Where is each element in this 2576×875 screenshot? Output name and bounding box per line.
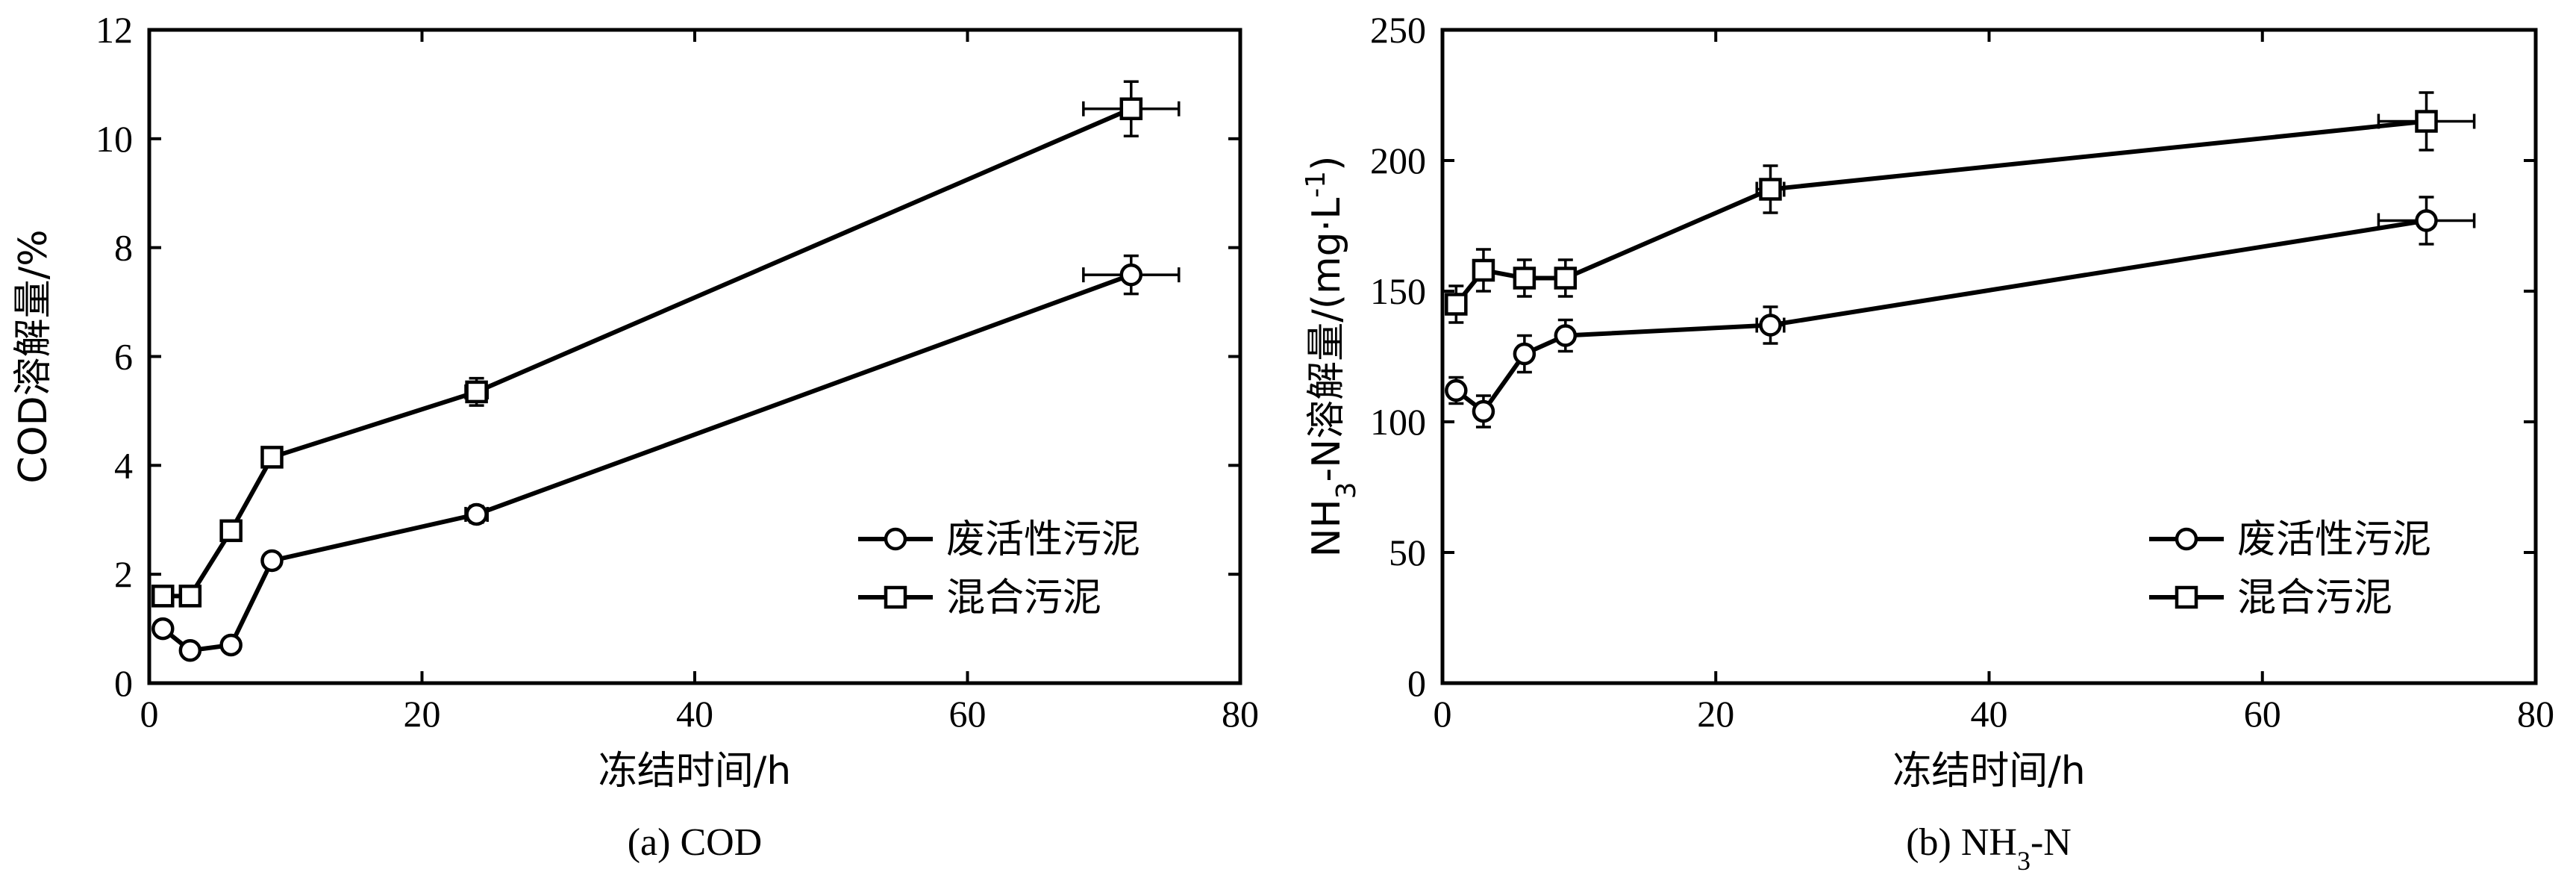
y-axis-title-sup: -1 (1301, 171, 1331, 198)
x-tick-label: 0 (140, 693, 159, 735)
x-tick-label: 40 (676, 693, 713, 735)
x-tick-label: 60 (2244, 693, 2281, 735)
panel-a-cod: 0 20 40 60 80 0 2 4 6 8 10 12 冻结时间/h COD溶解量/% (a) COD 废… (11, 9, 1259, 864)
data-point-square (1759, 178, 1782, 201)
data-point-circle (1445, 379, 1468, 402)
y-axis-title-part: NH (1304, 499, 1349, 557)
y-tick-label: 6 (114, 336, 133, 378)
y-axis-title-part: -N溶解量/(mg·L (1304, 198, 1349, 482)
legend-label: 废活性污泥 (2237, 517, 2431, 562)
legend-label: 混合污泥 (2237, 576, 2392, 620)
series-waste-activated-sludge (1445, 196, 2476, 429)
x-tick-label: 80 (1222, 693, 1259, 735)
data-point-circle (260, 549, 284, 573)
x-axis-title: 冻结时间/h (1892, 749, 2085, 794)
data-point-square (465, 380, 488, 404)
x-tick-label: 40 (1971, 693, 2008, 735)
panel-b-nh3n: 0 20 40 60 80050100150200250冻结时间/hNH3-N溶解量/(… (1301, 9, 2555, 875)
legend-marker-circle (884, 527, 907, 551)
y-axis-title-part: ) (1304, 156, 1349, 171)
data-point-square (178, 585, 202, 608)
y-tick-label: 150 (1370, 270, 1426, 312)
data-point-circle (1554, 324, 1578, 347)
legend-marker-square (2175, 585, 2198, 609)
data-point-circle (1119, 263, 1143, 287)
caption-part: -N (2031, 821, 2072, 864)
data-point-square (219, 519, 243, 543)
x-tick-label: 20 (404, 693, 441, 735)
data-point-square (1554, 267, 1578, 290)
legend-marker-square (884, 585, 907, 609)
y-axis-title: NH3-N溶解量/(mg·L-1) (1301, 156, 1362, 558)
y-tick-label: 0 (1407, 662, 1426, 704)
y-tick-label: 250 (1370, 9, 1426, 51)
y-axis-title: COD溶解量/% (11, 229, 56, 483)
y-tick-label: 8 (114, 227, 133, 269)
y-tick-label: 200 (1370, 140, 1426, 181)
x-tick-label: 60 (949, 693, 987, 735)
panel-caption: (a) COD (628, 821, 763, 864)
y-axis-title-sub: 3 (1331, 482, 1362, 499)
data-point-circle (219, 633, 243, 657)
data-point-square (1513, 267, 1536, 290)
legend-label: 混合污泥 (946, 576, 1101, 620)
panel-caption: (b) NH3-N (1906, 821, 2072, 875)
y-tick-label: 100 (1370, 401, 1426, 443)
data-point-square (2415, 110, 2438, 133)
series-waste-activated-sludge (151, 254, 1181, 662)
legend-marker-circle (2175, 527, 2198, 551)
data-point-square (1445, 293, 1468, 316)
y-tick-label: 10 (96, 118, 133, 160)
data-point-circle (1759, 314, 1782, 337)
x-tick-label: 0 (1434, 693, 1452, 735)
data-point-square (151, 585, 175, 608)
data-point-square (1472, 258, 1495, 282)
series-mixed-sludge (151, 80, 1181, 608)
series-mixed-sludge (1445, 91, 2476, 324)
data-point-circle (1513, 342, 1536, 366)
caption-sub: 3 (2017, 846, 2031, 875)
x-tick-label: 20 (1697, 693, 1734, 735)
y-tick-label: 0 (114, 662, 133, 704)
legend-label: 废活性污泥 (946, 517, 1140, 562)
y-tick-label: 2 (114, 553, 133, 595)
data-point-circle (2415, 209, 2438, 232)
y-tick-label: 50 (1389, 532, 1426, 573)
data-point-square (1119, 97, 1143, 120)
series-line (1454, 218, 2427, 415)
caption-part: (b) NH (1906, 821, 2017, 864)
data-point-circle (178, 639, 202, 662)
y-tick-label: 12 (96, 9, 133, 51)
data-point-square (260, 446, 284, 469)
x-tick-label: 80 (2517, 693, 2554, 735)
data-point-circle (465, 502, 488, 526)
x-axis-title: 冻结时间/h (598, 749, 791, 794)
data-point-circle (151, 617, 175, 641)
series-line (1454, 119, 2427, 306)
data-point-circle (1472, 399, 1495, 423)
y-tick-label: 4 (114, 444, 133, 486)
